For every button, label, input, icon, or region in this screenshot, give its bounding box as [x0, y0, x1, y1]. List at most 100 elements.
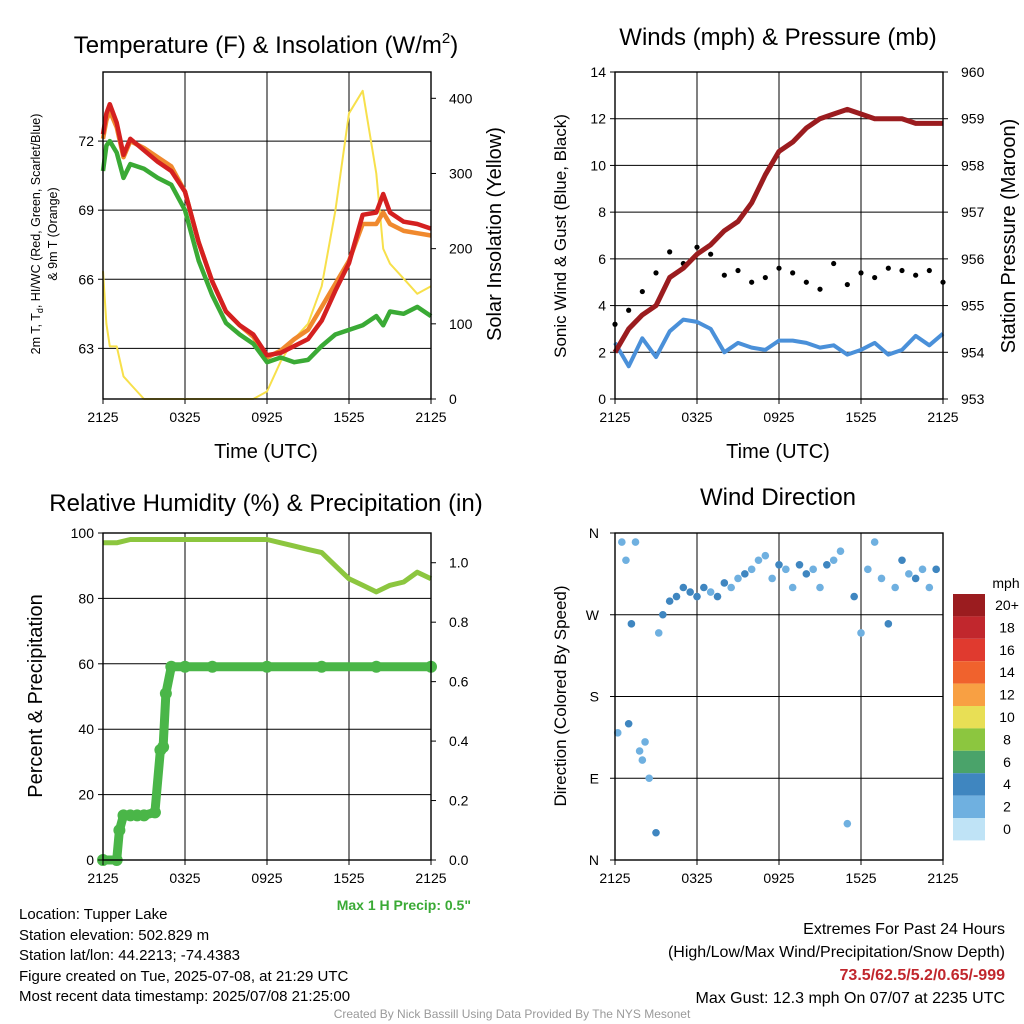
winds-y2tick-label: 954	[961, 344, 985, 360]
direction-ytick-label: W	[586, 607, 600, 623]
direction-point	[645, 774, 653, 783]
humidity-xtick-label: 0925	[251, 870, 282, 886]
winds-ytick-label: 14	[590, 64, 606, 80]
winds-ytick-label: 12	[590, 111, 606, 127]
winds-ytick-label: 2	[598, 344, 606, 360]
legend-label: 10	[999, 709, 1015, 725]
winds-gust-point	[803, 279, 809, 285]
location-text: Location: Tupper Lake	[19, 906, 168, 923]
winds-title: Winds (mph) & Pressure (mb)	[619, 24, 936, 51]
direction-left-label: Direction (Colored By Speed)	[551, 585, 570, 806]
winds-xtick-label: 0325	[681, 409, 712, 425]
winds-gust-point	[899, 267, 905, 274]
direction-point	[823, 560, 831, 569]
winds-gust-point	[817, 286, 823, 292]
temperature-xtick-label: 0925	[251, 409, 282, 425]
legend-label: 8	[1003, 731, 1011, 747]
direction-ytick-label: E	[590, 770, 599, 786]
humidity-y2tick-label: 1.0	[449, 555, 469, 571]
max-gust-text: Max Gust: 12.3 mph On 07/07 at 2235 UTC	[695, 990, 1006, 1007]
winds-gust-point	[790, 270, 796, 276]
direction-point	[761, 551, 770, 560]
direction-point	[802, 570, 811, 578]
winds-gust-point	[872, 274, 878, 281]
winds-y2tick-label: 960	[961, 64, 985, 80]
direction-ytick-label: N	[589, 852, 599, 868]
temperature-y2tick-label: 300	[449, 165, 473, 181]
humidity-y2tick-label: 0.0	[449, 852, 469, 868]
direction-point	[891, 583, 899, 592]
legend-label: 6	[1003, 754, 1011, 770]
legend-label: 14	[999, 664, 1015, 680]
winds-y2tick-label: 953	[961, 391, 985, 407]
winds-gust-point	[694, 244, 700, 250]
temperature-xlabel: Time (UTC)	[214, 441, 318, 463]
direction-point	[720, 579, 729, 587]
extremes-info: Extremes For Past 24 Hours (High/Low/Max…	[668, 918, 1005, 1010]
elevation-text: Station elevation: 502.829 m	[19, 926, 210, 944]
recent-text: Most recent data timestamp: 2025/07/08 2…	[19, 988, 351, 1005]
legend-label: 16	[999, 642, 1015, 658]
direction-point	[713, 592, 722, 601]
winds-right-label: Station Pressure (Maroon)	[998, 119, 1020, 354]
winds-gust-point	[762, 274, 768, 281]
temperature-ytick-label: 63	[78, 340, 94, 356]
direction-xtick-label: 2125	[599, 870, 630, 886]
direction-point	[700, 583, 708, 592]
direction-point	[654, 629, 663, 637]
winds-xtick-label: 2125	[927, 409, 958, 425]
temperature-y2tick-label: 0	[449, 391, 457, 407]
direction-point	[741, 570, 749, 578]
direction-point	[659, 610, 667, 619]
humidity-ytick-label: 60	[78, 656, 94, 672]
winds-ytick-label: 8	[598, 204, 606, 220]
direction-point	[850, 592, 858, 601]
direction-point	[816, 583, 824, 592]
humidity-ytick-label: 0	[86, 852, 94, 868]
winds-gust-point	[831, 260, 837, 267]
winds-ytick-label: 10	[590, 157, 606, 173]
credit-text: Created By Nick Bassill Using Data Provi…	[333, 1007, 691, 1021]
direction-point	[836, 547, 845, 555]
humidity-ytick-label: 40	[78, 721, 94, 737]
created-text: Figure created on Tue, 2025-07-08, at 21…	[19, 967, 349, 985]
humidity-series-rh	[103, 537, 433, 595]
legend-label: 20+	[995, 597, 1019, 613]
temperature-left-label-2: & 9m T (Orange)	[46, 187, 60, 280]
direction-point	[775, 560, 783, 569]
temperature-xtick-label: 1525	[333, 409, 364, 425]
temperature-ytick-label: 69	[78, 202, 94, 218]
temperature-xtick-label: 2125	[415, 409, 446, 425]
winds-gust-point	[858, 270, 864, 276]
extremes-values: 73.5/62.5/5.2/0.65/-999	[839, 967, 1005, 984]
winds-xlabel: Time (UTC)	[726, 441, 830, 463]
direction-point	[734, 574, 742, 583]
humidity-title: Relative Humidity (%) & Precipitation (i…	[49, 490, 482, 517]
direction-point	[754, 556, 763, 565]
winds-y2tick-label: 957	[961, 204, 985, 220]
direction-point	[627, 620, 636, 628]
direction-point	[624, 719, 633, 728]
humidity-series-precip	[98, 662, 436, 865]
legend-label: 4	[1003, 776, 1011, 792]
winds-gust-point	[885, 265, 891, 271]
direction-point	[618, 538, 626, 546]
direction-point	[864, 565, 872, 574]
temperature-title: Temperature (F) & Insolation (W/m2)	[74, 30, 458, 59]
direction-point	[706, 588, 715, 596]
humidity-xtick-label: 2125	[87, 870, 118, 886]
direction-point	[768, 574, 776, 583]
winds-ytick-label: 4	[598, 298, 606, 314]
legend-swatch	[953, 773, 985, 796]
direction-xtick-label: 0325	[681, 870, 712, 886]
direction-point	[672, 592, 681, 601]
legend-swatch	[953, 750, 985, 774]
direction-point	[925, 583, 934, 592]
legend-label: 2	[1003, 799, 1011, 815]
direction-point	[631, 538, 640, 546]
direction-point	[809, 565, 817, 574]
winds-gust-point	[667, 249, 673, 255]
humidity-xtick-label: 0325	[169, 870, 200, 886]
